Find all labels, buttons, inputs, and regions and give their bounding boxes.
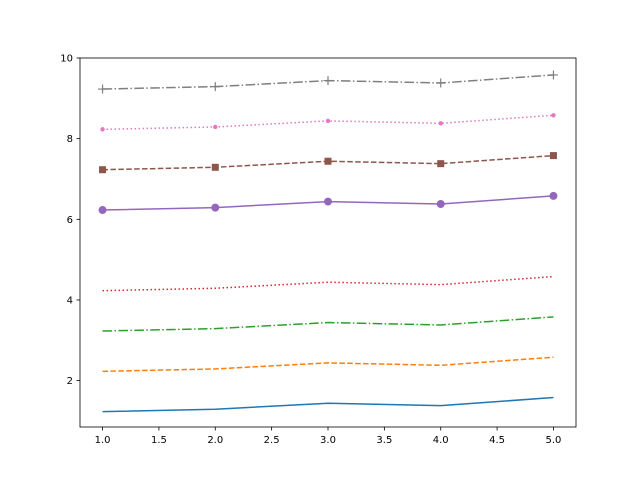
ticks-layer: 1.0 1.5 2.0 2.5 3.0 3.5 4.0 4.5 5.0 2 4 6 8 10 — [60, 54, 561, 447]
x-tick-label: 2.5 — [264, 435, 280, 446]
x-tick-label: 5.0 — [546, 435, 562, 446]
series-7 — [100, 113, 556, 132]
y-tick-label: 2 — [67, 376, 73, 387]
data-point-s8-5 — [548, 70, 558, 80]
data-point-s5-2 — [211, 203, 220, 212]
data-point-s7-1 — [100, 127, 105, 132]
data-point-s7-3 — [325, 118, 331, 124]
series-5 — [98, 191, 558, 215]
series-line-2 — [102, 356, 554, 373]
series-line-3 — [102, 316, 554, 332]
series-line-7 — [102, 114, 554, 131]
data-point-s6-1 — [99, 166, 107, 174]
data-point-s5-5 — [549, 191, 558, 200]
data-point-s5-4 — [436, 199, 445, 208]
series-line-4 — [102, 275, 554, 292]
data-point-s7-4 — [438, 121, 443, 126]
data-point-s6-5 — [549, 152, 557, 160]
y-tick-label: 4 — [67, 295, 73, 306]
x-tick-label: 4.5 — [489, 435, 505, 446]
series-1 — [102, 396, 554, 413]
series-2 — [102, 356, 554, 373]
data-point-s8-3 — [323, 76, 333, 86]
series-8 — [98, 70, 558, 94]
x-tick-label: 4.0 — [433, 435, 449, 446]
data-point-s7-2 — [213, 124, 218, 130]
x-tick-label: 1.5 — [151, 435, 167, 446]
x-tick-label: 1.0 — [95, 435, 111, 446]
data-point-s8-2 — [210, 82, 220, 92]
series-line-1 — [102, 396, 554, 413]
y-tick-label: 10 — [60, 54, 73, 65]
series-6 — [99, 152, 557, 174]
x-tick-label: 2.0 — [207, 435, 223, 446]
series-layer — [98, 70, 558, 413]
data-point-s6-3 — [324, 157, 332, 165]
data-point-s6-4 — [437, 160, 445, 168]
x-tick-label: 3.0 — [320, 435, 336, 446]
y-tick-label: 8 — [67, 134, 73, 145]
series-4 — [102, 275, 554, 292]
x-tick-label: 3.5 — [376, 435, 392, 446]
data-point-s5-1 — [98, 206, 107, 215]
data-point-s7-5 — [551, 113, 556, 118]
data-point-s8-1 — [98, 84, 108, 94]
data-point-s5-3 — [324, 197, 332, 206]
series-3 — [102, 316, 554, 332]
data-point-s8-4 — [436, 78, 446, 88]
y-tick-label: 6 — [67, 215, 73, 226]
data-point-s6-2 — [211, 163, 219, 171]
